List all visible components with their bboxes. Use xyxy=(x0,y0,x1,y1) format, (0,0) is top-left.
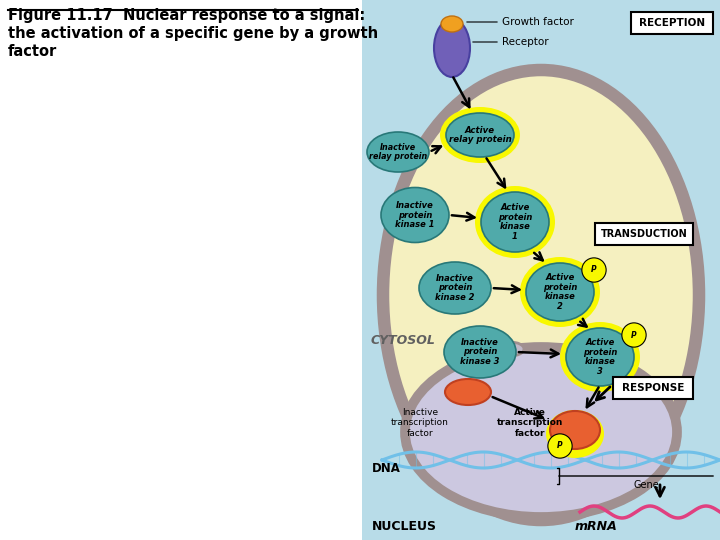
FancyBboxPatch shape xyxy=(631,12,713,34)
Text: Inactive
relay protein: Inactive relay protein xyxy=(369,143,427,161)
Ellipse shape xyxy=(550,411,600,449)
Text: RECEPTION: RECEPTION xyxy=(639,18,705,28)
Text: RESPONSE: RESPONSE xyxy=(622,383,684,393)
Text: Inactive
protein
kinase 1: Inactive protein kinase 1 xyxy=(395,201,435,229)
Ellipse shape xyxy=(441,16,463,32)
Ellipse shape xyxy=(405,347,677,517)
Text: Figure 11.17  Nuclear response to a signal:: Figure 11.17 Nuclear response to a signa… xyxy=(8,8,365,23)
Ellipse shape xyxy=(475,186,555,258)
Text: P: P xyxy=(557,442,563,450)
Text: the activation of a specific gene by a growth: the activation of a specific gene by a g… xyxy=(8,26,378,41)
FancyBboxPatch shape xyxy=(613,377,693,399)
Text: DNA: DNA xyxy=(372,462,401,475)
FancyBboxPatch shape xyxy=(595,223,693,245)
Ellipse shape xyxy=(481,192,549,252)
Text: factor: factor xyxy=(8,44,58,59)
Text: Inactive
protein
kinase 2: Inactive protein kinase 2 xyxy=(436,274,474,302)
Text: Active
transcription
factor: Active transcription factor xyxy=(497,408,563,438)
Text: Active
relay protein: Active relay protein xyxy=(449,126,511,144)
Text: Receptor: Receptor xyxy=(502,37,549,47)
Text: P: P xyxy=(631,330,636,340)
Text: Inactive
protein
kinase 3: Inactive protein kinase 3 xyxy=(460,338,500,366)
Bar xyxy=(362,0,720,540)
Ellipse shape xyxy=(561,342,589,356)
Ellipse shape xyxy=(383,70,699,520)
Ellipse shape xyxy=(444,326,516,378)
Ellipse shape xyxy=(520,257,600,327)
Ellipse shape xyxy=(546,410,604,458)
Text: CYTOSOL: CYTOSOL xyxy=(371,334,436,347)
Ellipse shape xyxy=(367,132,429,172)
Text: Inactive
transcription
factor: Inactive transcription factor xyxy=(391,408,449,438)
Text: Active
protein
kinase
1: Active protein kinase 1 xyxy=(498,203,532,241)
Ellipse shape xyxy=(566,328,634,386)
Text: P: P xyxy=(591,266,597,274)
Text: Gene: Gene xyxy=(633,480,659,490)
Ellipse shape xyxy=(434,19,470,77)
Ellipse shape xyxy=(560,322,640,392)
Ellipse shape xyxy=(526,263,594,321)
Text: mRNA: mRNA xyxy=(575,519,618,532)
Ellipse shape xyxy=(419,262,491,314)
Ellipse shape xyxy=(445,379,491,405)
Text: TRANSDUCTION: TRANSDUCTION xyxy=(600,229,688,239)
Ellipse shape xyxy=(446,113,514,157)
Ellipse shape xyxy=(440,107,520,163)
Text: Active
protein
kinase
2: Active protein kinase 2 xyxy=(543,273,577,311)
Ellipse shape xyxy=(381,187,449,242)
Text: NUCLEUS: NUCLEUS xyxy=(372,519,437,532)
Text: Active
protein
kinase
3: Active protein kinase 3 xyxy=(582,338,617,376)
Ellipse shape xyxy=(456,342,484,356)
Ellipse shape xyxy=(496,342,524,356)
Text: Growth factor: Growth factor xyxy=(502,17,574,27)
